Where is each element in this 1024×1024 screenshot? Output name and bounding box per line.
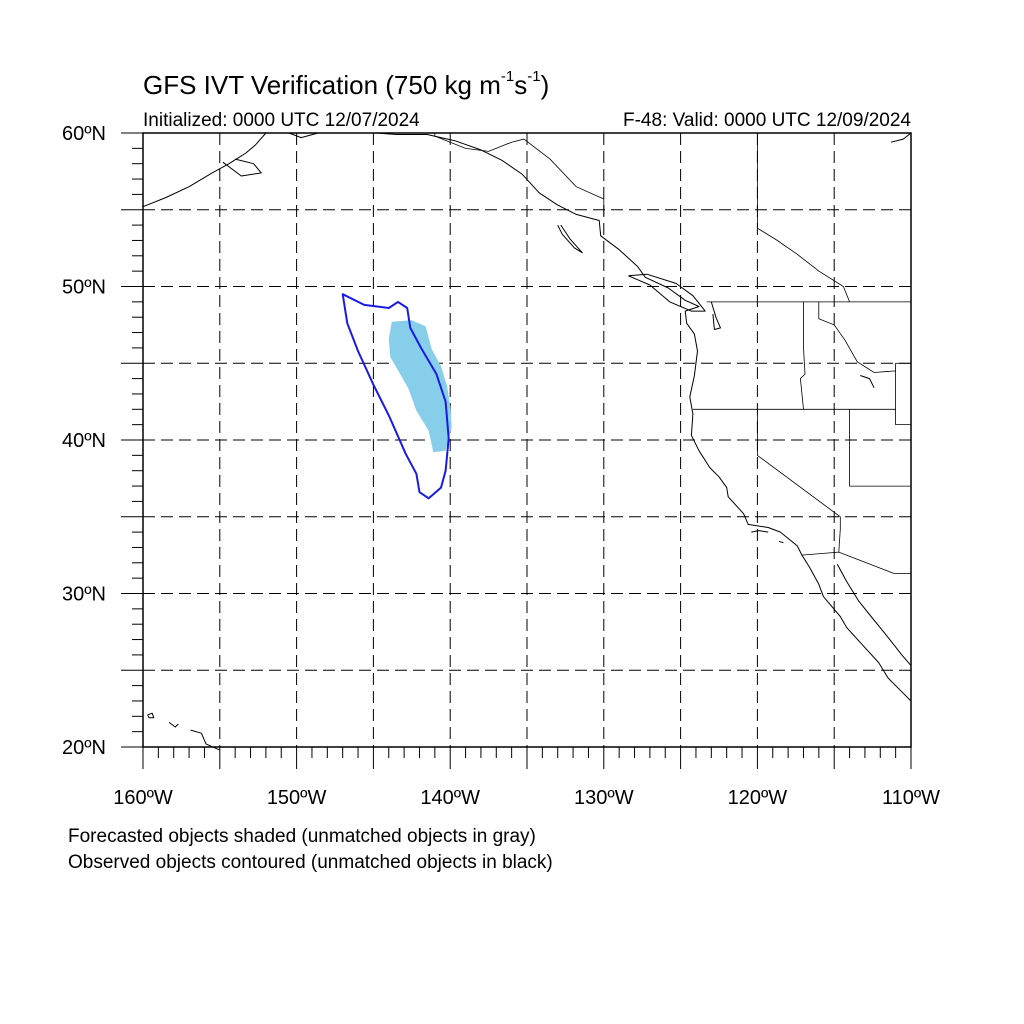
graticule bbox=[143, 133, 911, 747]
coastline bbox=[890, 132, 912, 143]
title-end: ) bbox=[540, 70, 550, 100]
coastline bbox=[628, 273, 706, 312]
lon-label: 140ºW bbox=[420, 787, 480, 809]
lat-label: 60ºN bbox=[62, 123, 106, 145]
lon-label: 160ºW bbox=[113, 787, 173, 809]
coastline bbox=[778, 540, 784, 544]
title-exp2: -1 bbox=[527, 68, 541, 86]
political-border bbox=[757, 133, 850, 303]
ivt-objects bbox=[341, 293, 452, 500]
coastline bbox=[710, 301, 721, 330]
coastline bbox=[751, 530, 769, 533]
lat-label: 20ºN bbox=[62, 737, 106, 759]
political-border bbox=[801, 551, 911, 574]
coastline bbox=[168, 721, 179, 728]
political-border bbox=[434, 133, 605, 216]
political-border bbox=[818, 301, 896, 373]
title-mid: s bbox=[514, 70, 528, 100]
valid-time-label: F-48: Valid: 0000 UTC 12/09/2024 bbox=[623, 110, 911, 131]
axis-ticks bbox=[121, 132, 912, 769]
lon-label: 150ºW bbox=[267, 787, 327, 809]
footnote-forecast: Forecasted objects shaded (unmatched obj… bbox=[68, 826, 536, 847]
coastline bbox=[557, 224, 583, 254]
coastline bbox=[142, 132, 267, 208]
title-exp1: -1 bbox=[500, 68, 515, 86]
lon-label: 130ºW bbox=[574, 787, 634, 809]
map-features bbox=[142, 132, 912, 751]
coastline bbox=[147, 712, 155, 719]
map-frame bbox=[142, 132, 912, 748]
lat-label: 50ºN bbox=[62, 277, 106, 299]
axis-labels: 20ºN 30ºN 40ºN 50ºN 60ºN 160ºW 150ºW 140ºW 130ºW… bbox=[62, 123, 940, 809]
lon-label: 110ºW bbox=[882, 787, 940, 809]
footnote-observed: Observed objects contoured (unmatched ob… bbox=[68, 852, 553, 873]
title-main: GFS IVT Verification (750 kg m bbox=[143, 70, 501, 100]
map-title: GFS IVT Verification (750 kg m-1s-1) bbox=[143, 68, 550, 101]
observed-ivt-contour bbox=[341, 293, 450, 500]
lat-label: 30ºN bbox=[62, 584, 106, 606]
coastline bbox=[222, 158, 262, 177]
political-border bbox=[757, 409, 841, 553]
forecast-ivt-object bbox=[388, 320, 452, 453]
lat-label: 40ºN bbox=[62, 430, 106, 452]
political-border bbox=[849, 409, 911, 487]
political-border bbox=[799, 301, 806, 410]
coastline bbox=[860, 375, 875, 389]
political-border bbox=[895, 363, 911, 425]
coastline bbox=[288, 132, 319, 139]
coastline bbox=[351, 132, 912, 702]
initialized-label: Initialized: 0000 UTC 12/07/2024 bbox=[143, 110, 420, 131]
lon-label: 120ºW bbox=[728, 787, 788, 809]
coastline bbox=[836, 564, 912, 666]
